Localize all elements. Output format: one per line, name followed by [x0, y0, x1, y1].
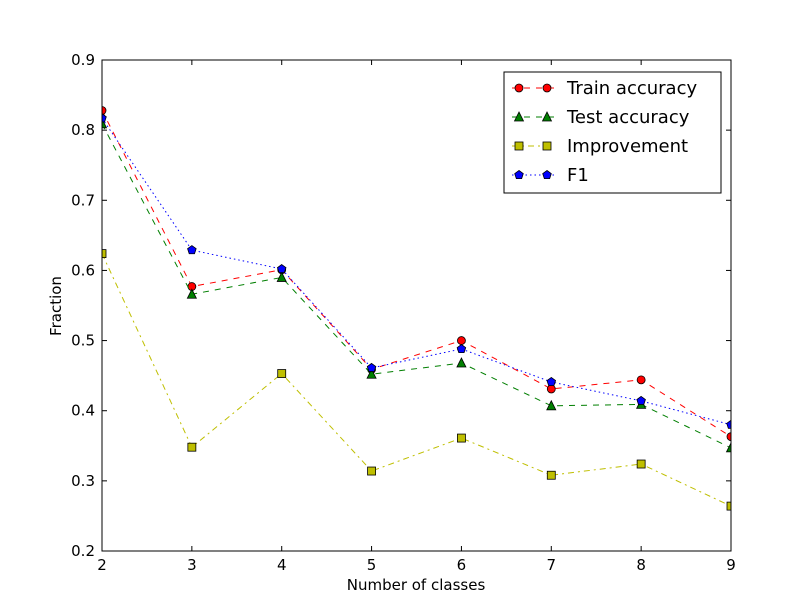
legend-item: Test accuracy: [512, 107, 690, 128]
x-tick-label: 5: [367, 556, 377, 574]
legend-box: [503, 71, 722, 194]
x-tick-label: 3: [187, 556, 197, 574]
y-tick-label: 0.4: [71, 402, 95, 420]
y-tick-label: 0.5: [71, 332, 95, 350]
legend-marker: [514, 83, 524, 93]
data-point: [102, 249, 107, 258]
legend-marker: [514, 170, 524, 180]
data-point: [457, 433, 466, 443]
series-f1: [102, 113, 731, 429]
y-tick-label: 0.8: [71, 121, 95, 139]
data-point: [636, 395, 646, 405]
x-tick-label: 7: [547, 556, 557, 574]
data-point: [636, 459, 646, 469]
x-tick-label: 6: [457, 556, 467, 574]
data-point: [546, 470, 556, 480]
legend-marker: [514, 141, 524, 151]
legend-label: Train accuracy: [566, 78, 697, 99]
series-line: [102, 253, 731, 507]
y-tick-label: 0.3: [71, 472, 95, 490]
data-point: [546, 399, 557, 411]
data-point: [367, 466, 376, 476]
legend-item: Train accuracy: [512, 78, 697, 99]
data-point: [456, 343, 467, 354]
legend: Train accuracy Test accuracy Improvement F1: [503, 71, 722, 194]
data-point: [276, 271, 287, 282]
data-point: [726, 432, 731, 442]
legend-item: F1: [512, 165, 589, 186]
series-line: [102, 110, 731, 438]
series-line: [102, 117, 731, 426]
data-point: [366, 368, 377, 379]
data-point: [457, 336, 466, 345]
data-point: [187, 442, 197, 452]
data-point: [366, 362, 377, 372]
data-point: [102, 113, 107, 123]
tick-layer: 2 3 4 5 6 7 8 9 0.2 0.3 0.4 0.5 0.6 0.7 0.8 0.9: [71, 51, 736, 574]
series-improvement: [102, 249, 731, 511]
x-tick-label: 4: [277, 556, 287, 574]
data-point: [276, 264, 287, 274]
legend-marker: [542, 170, 552, 180]
legend-label: F1: [567, 165, 589, 186]
data-point: [725, 441, 731, 453]
data-point: [102, 106, 107, 115]
data-point: [726, 419, 731, 429]
legend-label: Test accuracy: [566, 107, 690, 128]
y-tick-label: 0.2: [71, 542, 95, 560]
plot-area-frame: [101, 59, 732, 552]
data-point: [277, 369, 287, 378]
legend-label: Improvement: [567, 136, 688, 157]
data-point: [726, 501, 731, 511]
x-tick-label: 8: [636, 556, 646, 574]
y-tick-label: 0.7: [71, 191, 95, 209]
legend-item: Improvement: [512, 136, 688, 157]
legend-marker: [513, 111, 525, 122]
data-point: [636, 375, 646, 385]
x-tick-label: 2: [97, 556, 107, 574]
data-point: [186, 288, 198, 299]
y-tick-label: 0.6: [71, 261, 95, 279]
data-point: [546, 384, 556, 394]
legend-marker: [542, 83, 552, 93]
y-axis-label: Fraction: [47, 276, 65, 336]
series-layer: [102, 106, 731, 511]
data-point: [456, 357, 467, 368]
y-tick-label: 0.9: [71, 51, 95, 69]
series-line: [102, 123, 731, 449]
legend-marker: [542, 141, 552, 151]
legend-marker: [541, 111, 553, 122]
x-tick-label: 9: [726, 556, 736, 574]
data-point: [187, 245, 197, 255]
data-point: [546, 376, 557, 387]
x-axis-label: Number of classes: [347, 576, 486, 594]
